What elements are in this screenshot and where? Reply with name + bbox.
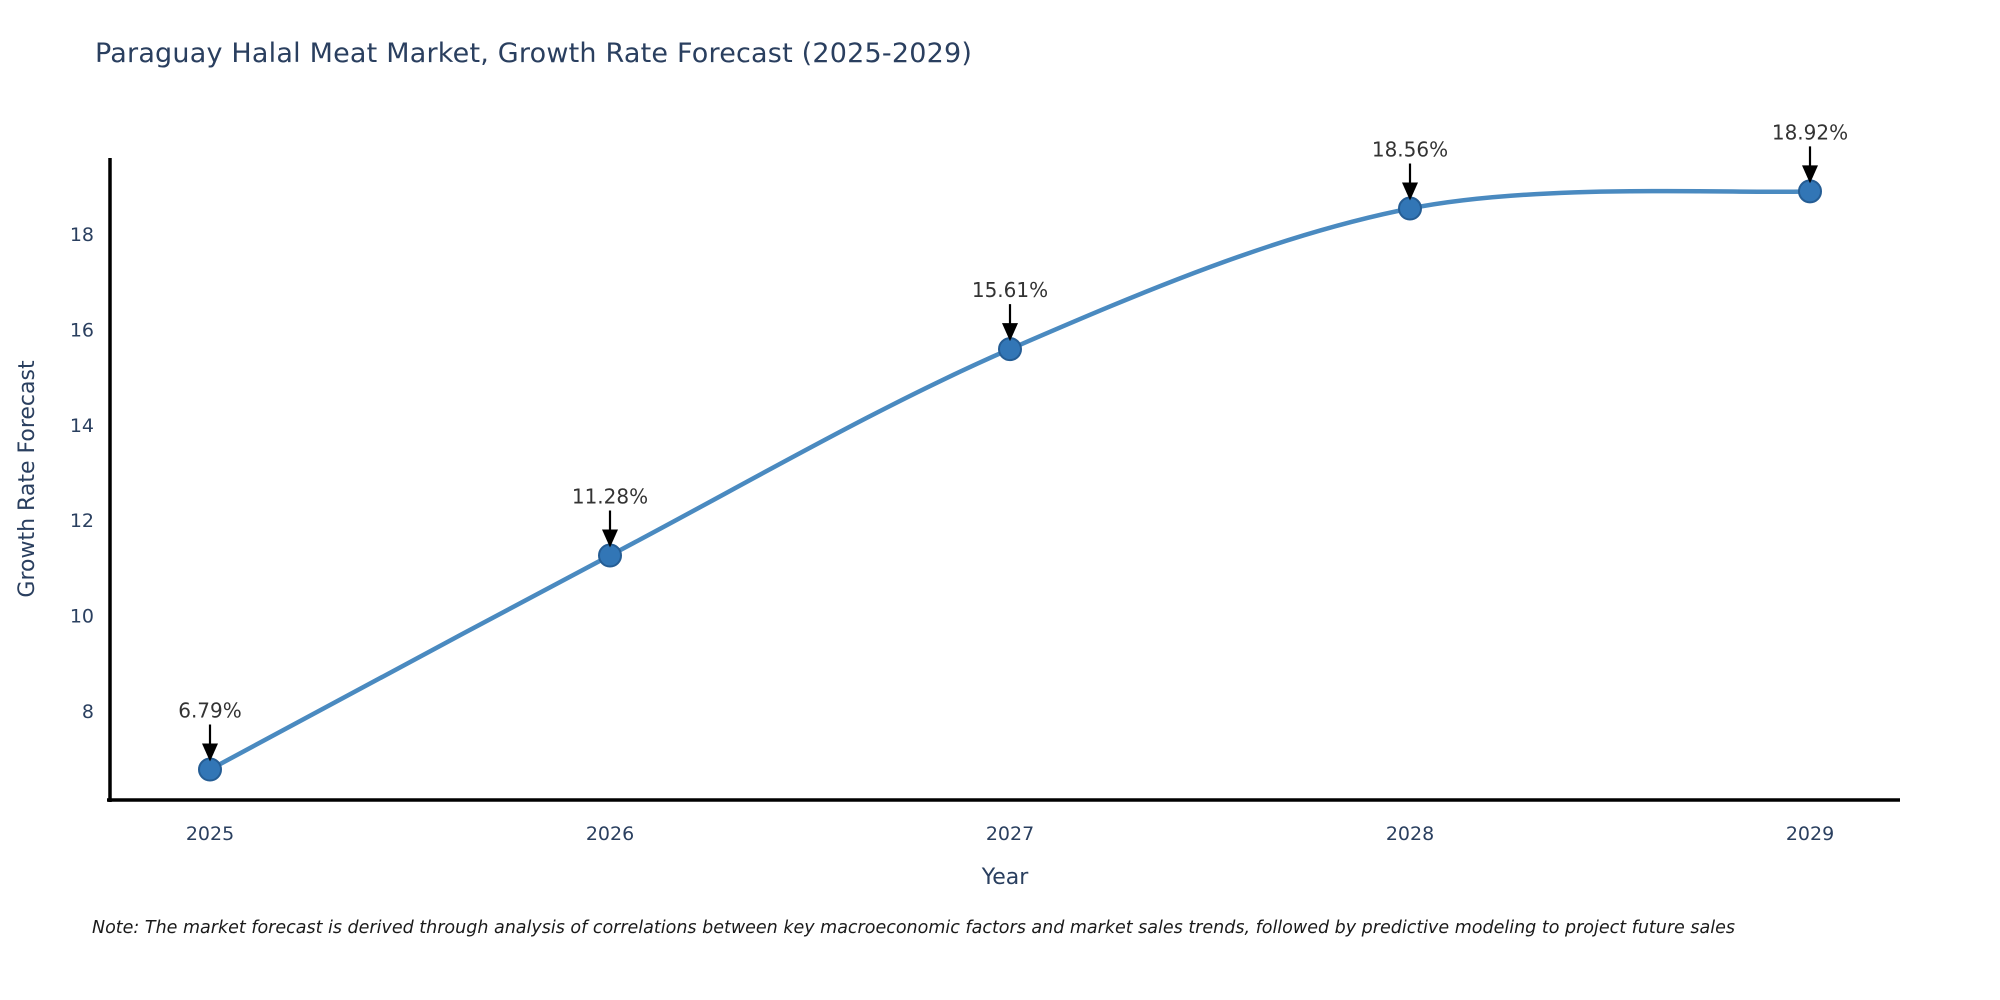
data-point-marker (198, 757, 222, 782)
chart-title: Paraguay Halal Meat Market, Growth Rate … (95, 38, 973, 69)
y-tick-label: 16 (70, 320, 94, 342)
data-point-marker (998, 337, 1022, 362)
footnote: Note: The market forecast is derived thr… (92, 918, 1735, 938)
y-tick-label: 18 (70, 224, 94, 246)
annotation-arrowhead-icon (1402, 182, 1418, 201)
y-tick-label: 10 (70, 606, 94, 628)
data-point-marker (598, 543, 622, 568)
annotation-arrowhead-icon (1002, 323, 1018, 342)
x-tick-label: 2028 (1386, 823, 1434, 845)
data-point-marker (1798, 179, 1822, 204)
data-point-label: 6.79% (178, 698, 242, 722)
y-tick-label: 14 (70, 415, 94, 437)
annotation-arrowhead-icon (1802, 165, 1818, 184)
y-tick-label: 8 (82, 701, 94, 723)
x-tick-label: 2026 (586, 823, 634, 845)
y-axis-title: Growth Rate Forecast (15, 360, 40, 598)
data-point-label: 18.92% (1772, 120, 1848, 144)
data-point-label: 11.28% (572, 484, 648, 508)
x-axis-title: Year (981, 865, 1030, 890)
annotation-arrowhead-icon (602, 529, 618, 548)
data-point-label: 18.56% (1372, 138, 1448, 162)
y-tick-label: 12 (70, 510, 94, 532)
x-tick-label: 2027 (986, 823, 1034, 845)
x-tick-label: 2029 (1786, 823, 1834, 845)
data-point-marker (1398, 196, 1422, 221)
x-tick-label: 2025 (186, 823, 234, 845)
data-point-label: 15.61% (972, 278, 1048, 302)
annotation-arrowhead-icon (202, 743, 218, 762)
